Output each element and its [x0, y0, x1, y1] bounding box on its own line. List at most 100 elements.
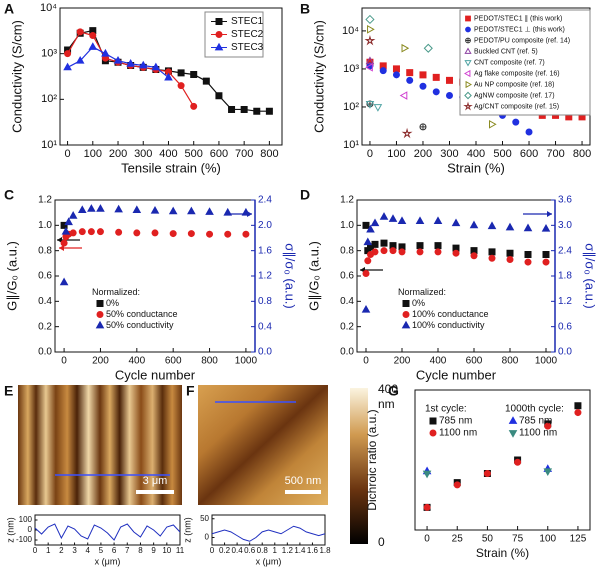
y-axis-label: G∥/G₀ (a.u.) — [306, 241, 321, 311]
x-tick-label: 1000 — [535, 356, 558, 367]
data-point — [89, 32, 97, 39]
data-point — [542, 258, 550, 266]
x-tick-label: 700 — [546, 148, 564, 160]
y-axis-label: Dichroic ratio (a.u.) — [365, 409, 379, 510]
data-point — [541, 223, 551, 232]
data-point — [202, 77, 210, 85]
data-point — [133, 229, 141, 237]
data-point — [87, 228, 95, 236]
data-point — [392, 71, 400, 79]
data-point — [397, 216, 407, 225]
scale-bar-label: 3 μm — [143, 475, 168, 487]
data-point — [253, 107, 261, 115]
x-tick-label: 3 — [72, 546, 77, 555]
data-point — [223, 207, 233, 216]
data-point — [379, 67, 387, 75]
legend-marker — [508, 416, 518, 424]
y2-tick-label: 0.8 — [258, 296, 272, 307]
data-point — [445, 92, 453, 99]
data-point — [523, 223, 533, 232]
legend-label: Au NP composite (ref. 18) — [474, 81, 554, 88]
legend-marker — [508, 430, 518, 438]
legend-label: PEDOT/STEC1 ∥ (this work) — [474, 14, 562, 22]
data-point — [434, 248, 442, 256]
legend-title: Normalized: — [398, 287, 446, 297]
x-tick-label: 200 — [414, 148, 432, 160]
y-tick-label: 0.6 — [340, 271, 354, 282]
data-point — [365, 56, 375, 65]
legend-label: 1100 nm — [519, 428, 557, 439]
data-point — [434, 242, 442, 250]
data-point — [505, 222, 515, 231]
data-point — [68, 211, 78, 219]
data-point — [190, 70, 198, 78]
data-point — [542, 250, 550, 258]
legend-marker — [96, 311, 104, 318]
data-point — [64, 50, 72, 58]
x-tick-label: 6 — [112, 546, 117, 555]
data-point — [416, 248, 424, 256]
x-tick-label: 800 — [573, 148, 591, 160]
y-tick-label: 1.2 — [340, 195, 354, 206]
legend-label: 785 nm — [519, 416, 552, 427]
y2-tick-label: 3.6 — [558, 195, 572, 206]
y2-tick-label: 1.2 — [558, 296, 572, 307]
y-tick-label: 10¹ — [343, 139, 359, 151]
y-tick-label: 1.0 — [340, 220, 354, 231]
legend-marker — [463, 101, 473, 111]
data-point — [389, 247, 397, 255]
data-point — [224, 230, 232, 238]
x-tick-label: 600 — [466, 356, 483, 367]
y-tick-label: 10² — [41, 93, 57, 105]
data-point — [380, 247, 388, 255]
legend-label: 50% conductivity — [106, 320, 174, 330]
x-tick-label: 7 — [125, 546, 130, 555]
colorbar-unit: nm — [378, 397, 395, 411]
x-tick-label: 0 — [33, 546, 38, 555]
data-point — [469, 220, 479, 229]
plot-frame — [34, 514, 181, 546]
data-point — [361, 305, 371, 313]
x-tick-label: 200 — [394, 356, 411, 367]
data-point — [78, 228, 86, 236]
data-point — [88, 42, 98, 50]
y-tick-label: 0.0 — [38, 347, 52, 358]
legend-marker — [429, 429, 437, 437]
data-point — [168, 206, 178, 215]
data-point — [371, 248, 379, 256]
y-tick-label: 0.2 — [340, 321, 354, 332]
data-point — [101, 48, 110, 57]
y-tick-label: 0 — [205, 533, 210, 542]
legend-marker — [402, 311, 410, 318]
y-tick-label: -100 — [16, 535, 33, 544]
data-point — [77, 205, 87, 214]
legend-marker — [402, 300, 410, 307]
x-tick-label: 600 — [210, 148, 228, 160]
legend-marker — [215, 31, 223, 38]
scale-bar — [285, 490, 321, 494]
y2-tick-label: 0.4 — [258, 321, 272, 332]
data-point — [416, 242, 424, 250]
panel-label: B — [300, 1, 310, 17]
y-tick-label: 10¹ — [41, 139, 57, 151]
data-point — [380, 239, 388, 247]
y-tick-label: 1.0 — [38, 220, 52, 231]
afm-image — [198, 385, 328, 505]
data-point — [514, 458, 522, 466]
x-tick-label: 4 — [86, 546, 91, 555]
y-tick-label: 10⁴ — [40, 2, 57, 14]
x-tick-label: 11 — [176, 546, 185, 555]
x-tick-label: 9 — [151, 546, 156, 555]
y-axis-label: z (nm) — [5, 517, 15, 543]
x-tick-label: 1.2 — [282, 546, 294, 555]
scale-bar — [136, 490, 174, 494]
data-point — [487, 221, 497, 230]
legend-marker — [215, 18, 223, 25]
data-point — [524, 258, 532, 266]
x-tick-label: 0 — [363, 356, 369, 367]
data-point — [506, 249, 514, 257]
y2-tick-label: 1.8 — [558, 271, 572, 282]
data-point — [574, 402, 582, 410]
data-point — [364, 257, 372, 265]
